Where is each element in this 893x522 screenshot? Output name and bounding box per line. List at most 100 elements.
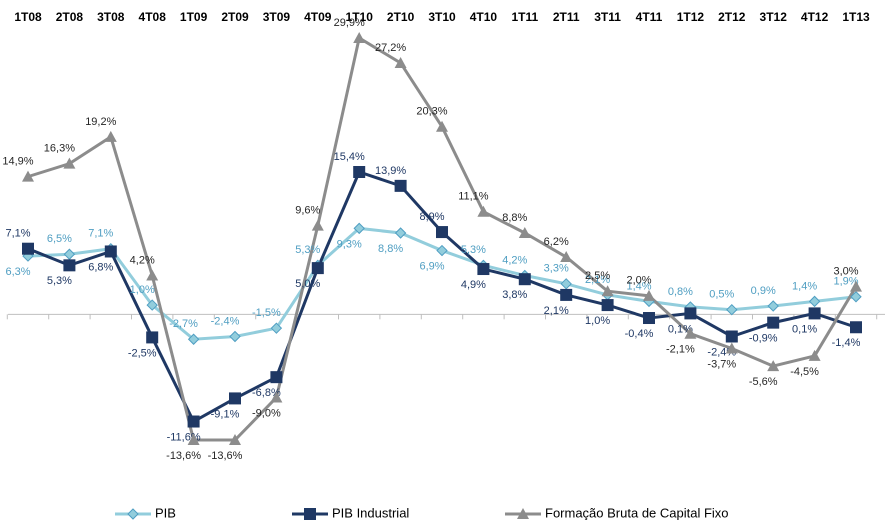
legend-label: Formação Bruta de Capital Fixo [545,505,729,520]
data-label: -2,7% [169,318,198,330]
marker [850,280,862,292]
data-label: 15,4% [334,151,365,163]
data-label: -9,1% [211,408,240,420]
data-label: 0,9% [751,285,776,297]
data-label: 29,9% [334,17,365,29]
x-tick-label: 3T12 [760,10,788,24]
data-label: 8,8% [378,243,403,255]
data-label: 5,3% [461,244,486,256]
x-tick-label: 2T10 [387,10,415,24]
x-tick-label: 4T09 [304,10,332,24]
marker [436,120,448,132]
legend-item: PIB Industrial [292,505,409,520]
marker [725,330,738,343]
marker [601,299,614,312]
marker [436,226,448,239]
data-label: 8,9% [419,211,444,223]
marker [146,269,159,281]
data-label: 5,3% [295,244,320,256]
x-tick-label: 4T08 [139,10,167,24]
marker [187,415,200,428]
marker [518,226,531,238]
marker [808,307,821,320]
marker [146,299,158,311]
x-tick-label: 1T13 [842,10,870,24]
legend-label: PIB [155,505,176,520]
x-tick-label: 2T08 [56,10,84,24]
x-tick-label: 2T11 [553,10,580,24]
data-label: 5,0% [295,278,320,290]
marker [808,349,821,361]
marker [477,263,490,276]
data-label: 6,8% [88,261,113,273]
marker [643,312,655,325]
x-tick-label: 1T09 [180,10,208,24]
data-label: 11,1% [458,191,489,203]
data-label: 1,4% [792,280,817,292]
marker [394,179,407,192]
data-label: -2,4% [211,315,240,327]
data-label: 2,1% [544,305,569,317]
data-label: 7,1% [88,228,113,240]
data-label: -5,6% [749,376,778,388]
marker [353,222,365,235]
x-tick-label: 2T09 [221,10,249,24]
data-label: 1,4% [626,280,651,292]
data-label: -0,9% [749,333,778,345]
x-tick-label: 4T10 [470,10,498,24]
marker [104,130,117,142]
data-label: -2,1% [666,344,695,356]
data-label: 4,9% [461,279,486,291]
data-label: 2,1% [585,274,610,286]
x-tick-label: 3T11 [594,10,621,24]
data-label: 3,0% [833,265,858,277]
marker [187,333,200,345]
data-label: -1,5% [252,307,281,319]
marker [146,331,159,344]
x-tick-label: 4T12 [801,10,829,24]
data-label: -13,6% [208,450,243,462]
legend-item: Formação Bruta de Capital Fixo [505,505,729,520]
marker [477,205,490,217]
marker [850,321,862,334]
x-tick-label: 2T12 [718,10,746,24]
marker [353,32,366,43]
data-label: 16,3% [44,143,75,155]
data-label: 6,5% [47,233,72,245]
marker [560,251,573,263]
data-label: 3,8% [502,289,527,301]
marker [229,392,241,405]
data-label: 8,8% [502,212,527,224]
marker [270,391,283,403]
data-label: 2,5% [585,270,610,282]
marker [394,56,407,68]
marker [850,291,862,303]
marker [22,170,34,182]
data-label: 1,0% [130,284,155,296]
x-tick-label: 1T10 [346,10,374,24]
x-tick-label: 3T09 [263,10,291,24]
data-label: 14,9% [2,156,33,168]
data-label: 7,1% [5,228,30,240]
x-tick-label: 1T11 [511,10,538,24]
x-tick-label: 3T10 [428,10,456,24]
data-label: -0,4% [625,328,654,340]
data-label: 4,2% [502,254,527,266]
data-label: 0,1% [792,323,817,335]
data-label: 9,3% [337,238,362,250]
legend-item: PIB [115,505,176,520]
marker [394,227,407,239]
marker [270,322,283,334]
data-label: 0,5% [709,289,734,301]
marker [229,330,241,343]
data-label: 5,3% [47,275,72,287]
legend-marker [304,508,316,520]
data-label: 6,3% [5,266,30,278]
data-label: 1,9% [833,276,858,288]
marker [353,166,366,178]
data-label: 20,3% [416,106,447,118]
data-label: 6,2% [544,236,569,248]
x-tick-label: 1T12 [677,10,705,24]
data-label: 13,9% [375,165,406,177]
marker [22,242,34,255]
